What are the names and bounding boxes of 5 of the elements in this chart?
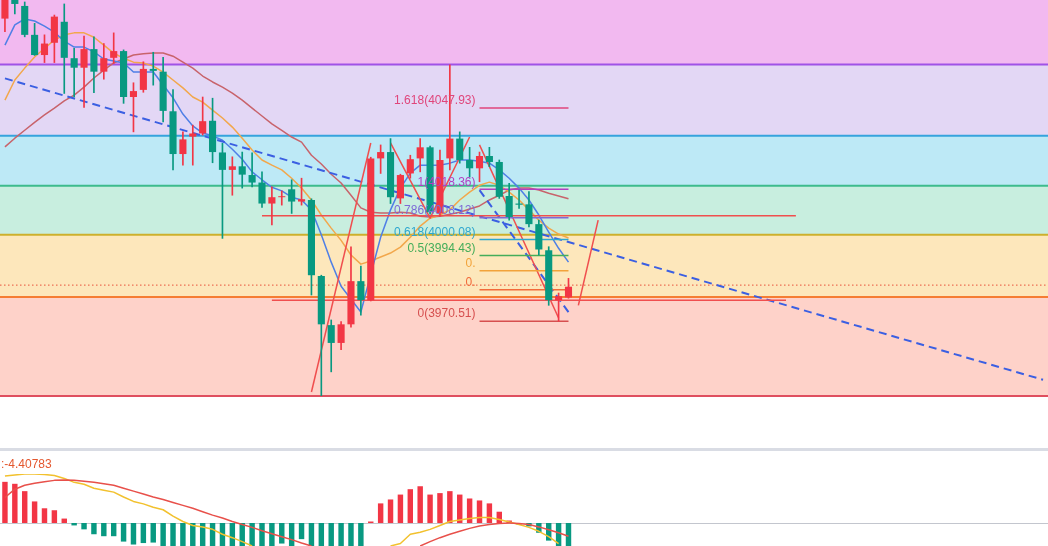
series-label: 0. (465, 275, 476, 290)
series-label: 0.5(3994.43) (407, 240, 476, 255)
series-label: 0. (465, 256, 476, 271)
series-label: 0(3970.51) (417, 306, 476, 321)
text: :-4.40783 (1, 457, 53, 472)
